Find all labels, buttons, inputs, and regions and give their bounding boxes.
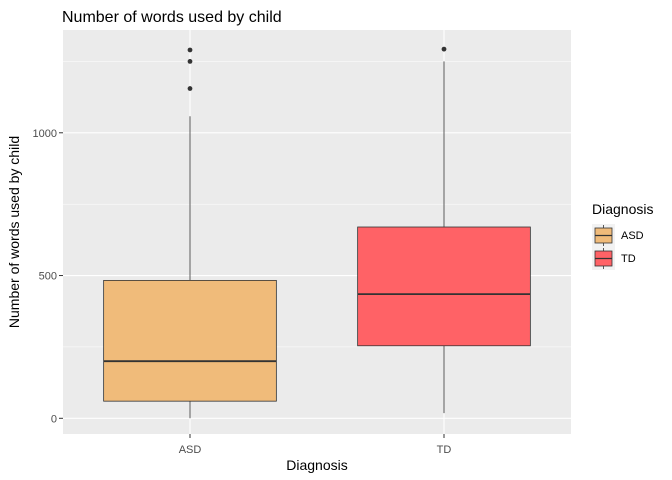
x-tick-label: TD xyxy=(437,444,452,456)
outlier-point xyxy=(187,47,193,53)
legend-items: ASD TD xyxy=(592,224,644,270)
box-td xyxy=(357,46,531,414)
x-axis-title: Diagnosis xyxy=(286,457,347,473)
outlier-point xyxy=(187,59,193,64)
y-axis-title: Number of words used by child xyxy=(6,136,22,328)
y-tick-label: 500 xyxy=(39,271,57,283)
legend: Diagnosis ASD TD xyxy=(592,201,653,270)
x-axis-ticks: ASD TD xyxy=(179,434,452,456)
legend-item-label: ASD xyxy=(621,230,644,242)
x-tick-label: ASD xyxy=(179,444,202,456)
boxes xyxy=(103,46,531,419)
legend-item-td: TD xyxy=(592,247,636,270)
chart-title: Number of words used by child xyxy=(62,9,282,26)
y-tick-label: 1000 xyxy=(33,128,57,140)
iqr-box xyxy=(357,226,531,347)
legend-title: Diagnosis xyxy=(592,201,653,217)
box-asd xyxy=(103,47,277,419)
y-axis-ticks: 0 500 1000 xyxy=(33,128,63,425)
outlier-point xyxy=(441,46,447,52)
y-tick-label: 0 xyxy=(51,413,57,425)
iqr-box xyxy=(103,279,277,402)
legend-item-asd: ASD xyxy=(592,224,644,247)
outlier-point xyxy=(187,86,193,91)
legend-item-label: TD xyxy=(621,253,636,265)
